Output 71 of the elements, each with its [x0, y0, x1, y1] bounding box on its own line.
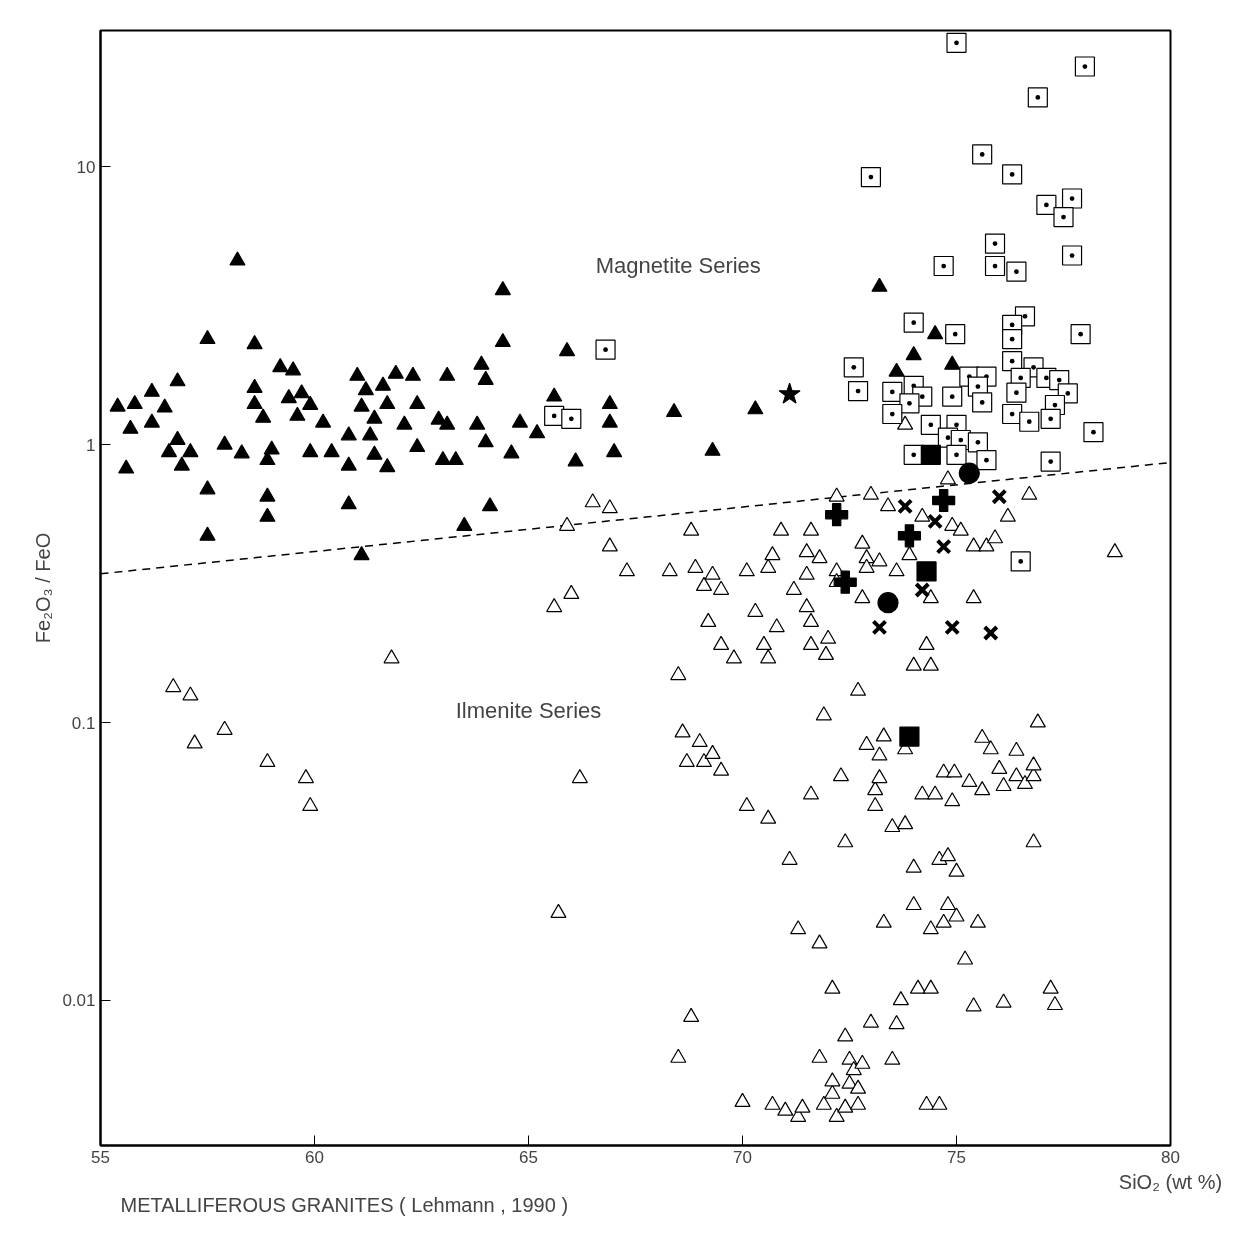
point	[1040, 451, 1061, 472]
point	[972, 392, 993, 413]
x-tick-label: 55	[91, 1147, 110, 1167]
x-tick-label: 65	[519, 1147, 538, 1167]
point	[882, 403, 903, 425]
y-axis-title: Fe₂O₃ / FeO	[32, 532, 55, 644]
point	[984, 233, 1006, 254]
point	[778, 382, 801, 404]
x-axis-title: SiO₂ (wt %)	[1118, 1170, 1223, 1193]
point	[982, 624, 999, 642]
x-tick-label: 70	[733, 1147, 752, 1167]
point	[916, 561, 937, 582]
point	[561, 408, 582, 429]
point	[935, 538, 952, 555]
point	[967, 432, 988, 453]
point	[991, 488, 1008, 505]
point	[1006, 261, 1027, 282]
point	[958, 462, 980, 484]
point	[944, 619, 961, 636]
y-tick-label: 0.01	[62, 991, 96, 1011]
point	[914, 581, 931, 598]
point	[920, 414, 941, 435]
point	[860, 166, 881, 188]
y-tick-label: 1	[86, 435, 96, 455]
point	[1070, 324, 1091, 345]
point	[871, 619, 888, 636]
point	[946, 32, 967, 53]
x-tick-label: 75	[947, 1147, 966, 1167]
point	[972, 144, 993, 165]
annotation: Magnetite Series	[595, 253, 761, 279]
point	[1027, 87, 1048, 108]
point	[1036, 194, 1057, 216]
point	[899, 726, 920, 747]
point	[927, 513, 944, 530]
y-tick-label: 0.1	[71, 713, 96, 733]
point	[946, 444, 967, 465]
point	[942, 386, 963, 407]
annotation: Ilmenite Series	[455, 698, 602, 724]
point	[1040, 408, 1061, 429]
point	[825, 503, 849, 527]
point	[899, 393, 920, 414]
point	[932, 488, 956, 513]
x-tick-label: 60	[305, 1147, 324, 1167]
y-tick-label: 10	[76, 157, 96, 177]
point	[1002, 164, 1023, 185]
point	[877, 592, 899, 614]
point	[1010, 551, 1031, 572]
point	[933, 255, 954, 277]
point	[847, 381, 869, 402]
point	[843, 357, 864, 378]
point	[1053, 207, 1074, 228]
x-tick-label: 80	[1161, 1147, 1180, 1167]
point	[984, 255, 1006, 277]
point	[945, 324, 966, 345]
point	[903, 312, 924, 333]
point	[1061, 188, 1083, 209]
point	[1002, 351, 1023, 372]
point	[882, 381, 903, 402]
point	[897, 524, 922, 548]
point	[1061, 245, 1083, 266]
point	[595, 339, 616, 360]
point	[833, 570, 857, 594]
point	[920, 444, 941, 465]
point	[1019, 411, 1040, 432]
point	[897, 498, 914, 515]
point	[976, 450, 997, 471]
point	[1006, 382, 1027, 403]
point	[1002, 329, 1023, 350]
point	[1074, 56, 1095, 77]
point	[1083, 422, 1104, 443]
text: METALLIFEROUS GRANITES ( Lehmann , 1990 )	[120, 1193, 569, 1216]
